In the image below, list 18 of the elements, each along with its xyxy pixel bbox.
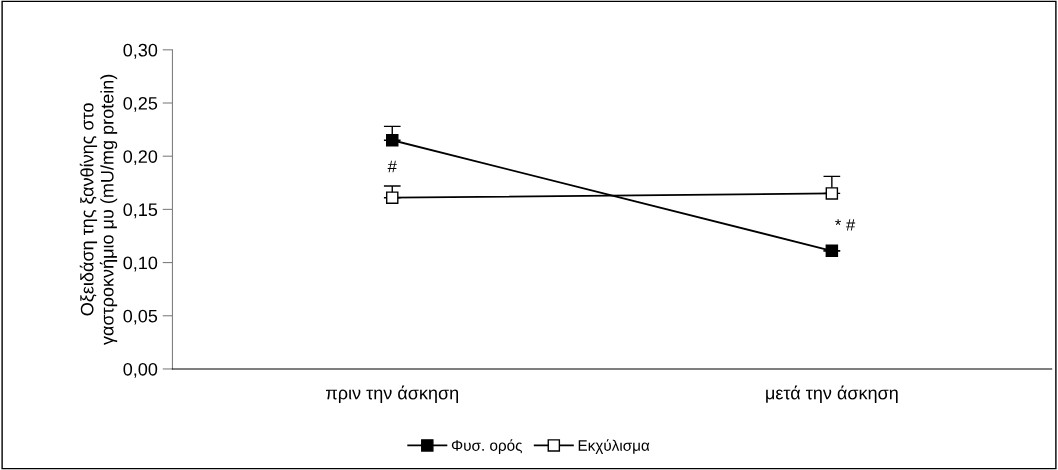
y-tick-label: 0,25 xyxy=(123,96,158,112)
point xyxy=(825,187,839,200)
legend-label: Φυσ. ορός xyxy=(451,439,523,454)
point xyxy=(825,244,839,258)
x-tick-label: πριν την άσκηση xyxy=(326,385,458,403)
legend-label: Εκχύλισμα xyxy=(578,439,650,454)
point xyxy=(386,191,399,204)
y-tick-label: 0,15 xyxy=(123,203,158,219)
y-tick-label: 0,00 xyxy=(123,362,158,378)
point xyxy=(386,133,399,147)
x-tick-label: μετά την άσκηση xyxy=(766,385,898,403)
annotation: * # xyxy=(835,219,856,231)
y-tick-label: 0,05 xyxy=(123,309,158,325)
y-tick-label: 0,20 xyxy=(123,150,158,166)
y-tick-label: 0,10 xyxy=(123,256,158,272)
y-axis-title: Οξειδάση της ξανθίνης στο γαστροκνήμιο μυ (mU/mg protein) xyxy=(79,74,118,345)
annotation: # xyxy=(387,160,397,173)
y-tick-label: 0,30 xyxy=(123,43,158,59)
